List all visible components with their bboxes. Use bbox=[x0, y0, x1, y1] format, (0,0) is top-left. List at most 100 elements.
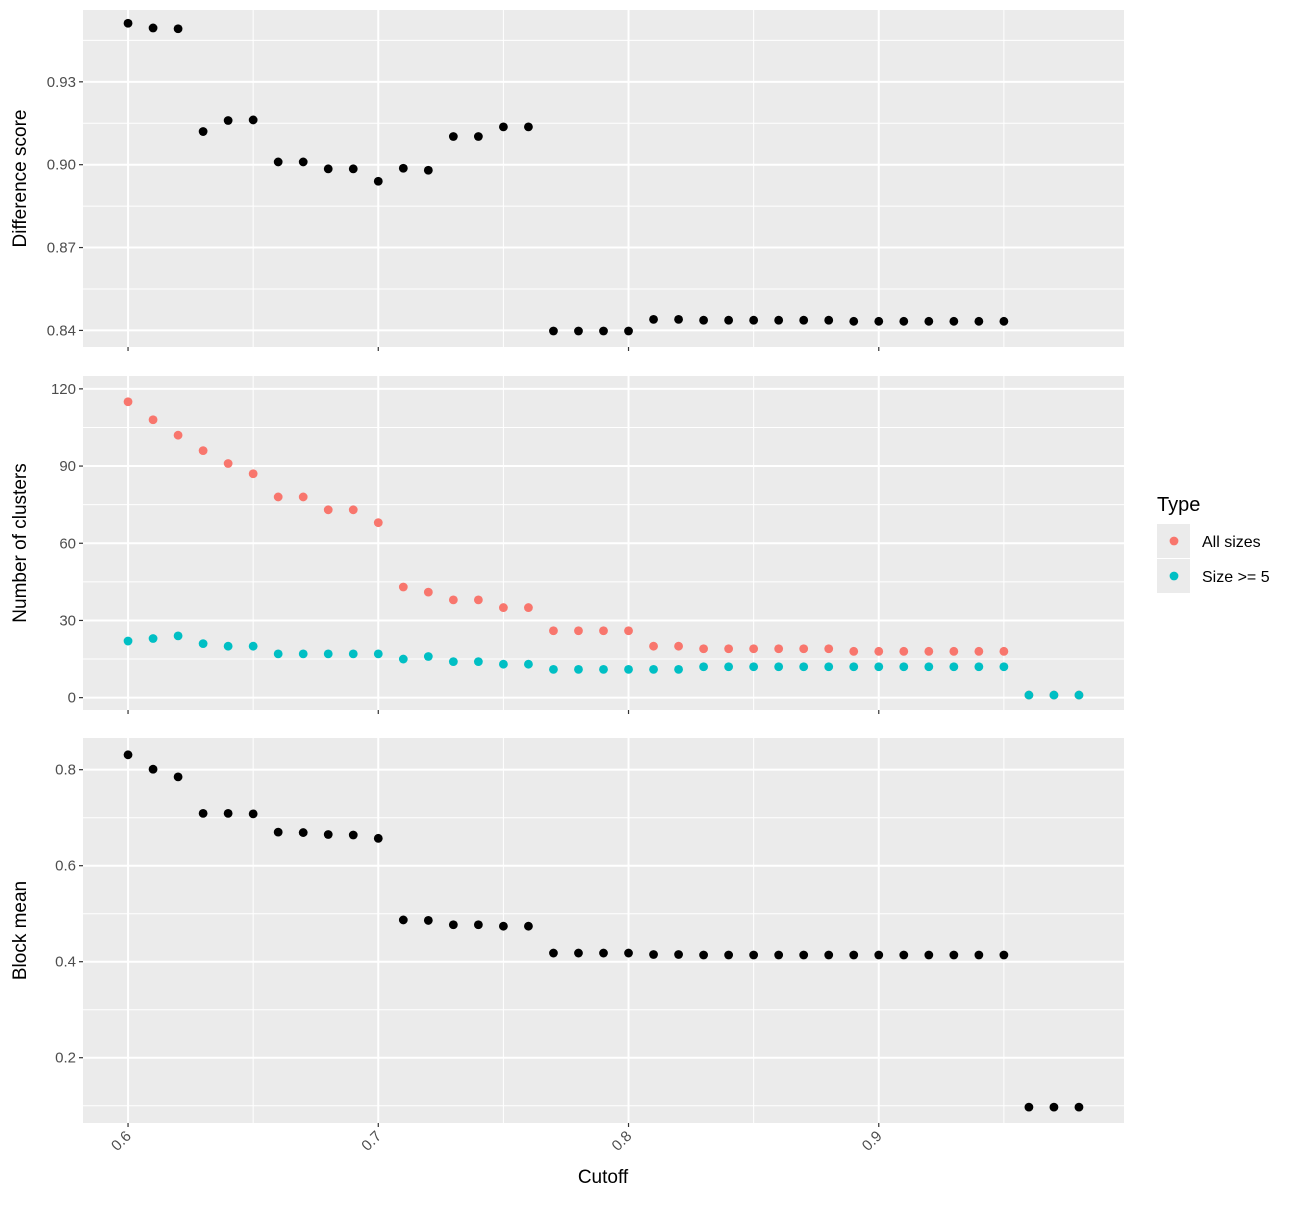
panel-background bbox=[83, 738, 1124, 1123]
data-point bbox=[298, 492, 308, 502]
data-point bbox=[398, 654, 408, 664]
data-point bbox=[624, 664, 633, 674]
data-point bbox=[448, 595, 458, 605]
data-point bbox=[423, 652, 433, 661]
data-point bbox=[448, 132, 458, 141]
data-point bbox=[499, 659, 508, 669]
data-point bbox=[899, 950, 909, 960]
data-point bbox=[849, 316, 859, 326]
data-point bbox=[173, 430, 183, 440]
y-tick-label: 90 bbox=[59, 458, 76, 475]
data-point bbox=[348, 830, 358, 840]
data-point bbox=[574, 326, 583, 336]
legend-label-all-sizes: All sizes bbox=[1202, 534, 1261, 551]
data-point bbox=[899, 316, 909, 326]
series-2 bbox=[123, 631, 1084, 700]
y-tick-label: 0.8 bbox=[55, 762, 76, 779]
data-point bbox=[574, 948, 583, 958]
data-point bbox=[849, 950, 859, 960]
y-tick-label: 0.2 bbox=[55, 1050, 76, 1067]
data-point bbox=[799, 662, 809, 672]
data-point bbox=[148, 415, 158, 425]
y-tick-label: 0.4 bbox=[55, 954, 76, 971]
data-point bbox=[348, 649, 358, 659]
data-point bbox=[599, 948, 608, 958]
data-point bbox=[123, 636, 133, 646]
data-point bbox=[473, 132, 483, 141]
data-point bbox=[348, 164, 358, 174]
legend-key-all-sizes bbox=[1169, 536, 1179, 546]
data-point bbox=[999, 646, 1009, 656]
data-point bbox=[549, 664, 558, 674]
y-tick-label: 0.84 bbox=[47, 322, 76, 339]
y-tick-label: 0.90 bbox=[47, 157, 76, 174]
data-point bbox=[749, 950, 759, 960]
data-point bbox=[899, 662, 909, 672]
data-point bbox=[974, 662, 984, 672]
data-point bbox=[248, 115, 258, 125]
data-point bbox=[248, 469, 258, 479]
data-point bbox=[448, 657, 458, 667]
data-point bbox=[949, 316, 959, 326]
data-point bbox=[298, 828, 308, 837]
data-point bbox=[173, 772, 183, 782]
data-point bbox=[398, 163, 408, 173]
data-point bbox=[148, 634, 158, 643]
data-point bbox=[774, 315, 784, 325]
data-point bbox=[649, 950, 658, 959]
data-point bbox=[198, 446, 208, 456]
series-1 bbox=[123, 750, 1084, 1112]
data-point bbox=[799, 315, 809, 325]
data-point bbox=[674, 950, 683, 959]
data-point bbox=[473, 657, 483, 667]
data-point bbox=[398, 582, 408, 592]
data-point bbox=[749, 644, 759, 654]
x-axis-title: Cutoff bbox=[578, 1167, 629, 1188]
y-axis-title: Number of clusters bbox=[10, 463, 31, 622]
data-point bbox=[1074, 690, 1084, 700]
data-point bbox=[574, 664, 583, 674]
data-point bbox=[674, 641, 683, 651]
y-tick-label: 0.87 bbox=[47, 240, 76, 257]
legend-title: Type bbox=[1157, 494, 1200, 516]
data-point bbox=[248, 809, 258, 819]
y-tick-label: 60 bbox=[59, 535, 76, 552]
y-tick-label: 30 bbox=[59, 612, 76, 629]
data-point bbox=[273, 157, 283, 167]
panel-3: 0.2 0.4 0.6 0.8 0.6 0.7 0.8 0.9 Block mean bbox=[10, 738, 1124, 1155]
data-point bbox=[198, 127, 208, 136]
data-point bbox=[849, 646, 859, 656]
data-point bbox=[699, 950, 708, 960]
data-point bbox=[423, 587, 433, 597]
data-point bbox=[123, 750, 133, 760]
data-point bbox=[273, 492, 283, 502]
data-point bbox=[173, 24, 183, 34]
y-tick-label: 0.6 bbox=[55, 858, 76, 875]
data-point bbox=[298, 157, 308, 167]
y-axis-title: Block mean bbox=[10, 881, 31, 980]
data-point bbox=[799, 644, 809, 654]
data-point bbox=[323, 164, 333, 174]
data-point bbox=[549, 326, 558, 336]
data-point bbox=[874, 662, 884, 672]
data-point bbox=[624, 326, 633, 336]
data-point bbox=[524, 122, 533, 132]
data-point bbox=[323, 505, 333, 515]
series-1 bbox=[123, 18, 1009, 336]
data-point bbox=[223, 116, 233, 125]
legend: Type All sizes Size >= 5 bbox=[1157, 494, 1270, 593]
data-point bbox=[824, 644, 834, 654]
data-point bbox=[499, 122, 508, 132]
data-point bbox=[423, 916, 433, 925]
panel-1: 0.84 0.87 0.90 0.93 Difference score bbox=[10, 10, 1124, 351]
x-tick-label: 0.6 bbox=[108, 1128, 135, 1155]
data-point bbox=[774, 644, 784, 654]
data-point bbox=[223, 459, 233, 468]
data-point bbox=[949, 646, 959, 656]
data-point bbox=[524, 921, 533, 931]
x-tick-label: 0.7 bbox=[358, 1128, 385, 1155]
data-point bbox=[749, 315, 759, 325]
x-tick-label: 0.9 bbox=[859, 1128, 886, 1155]
data-point bbox=[473, 920, 483, 930]
data-point bbox=[599, 626, 608, 636]
